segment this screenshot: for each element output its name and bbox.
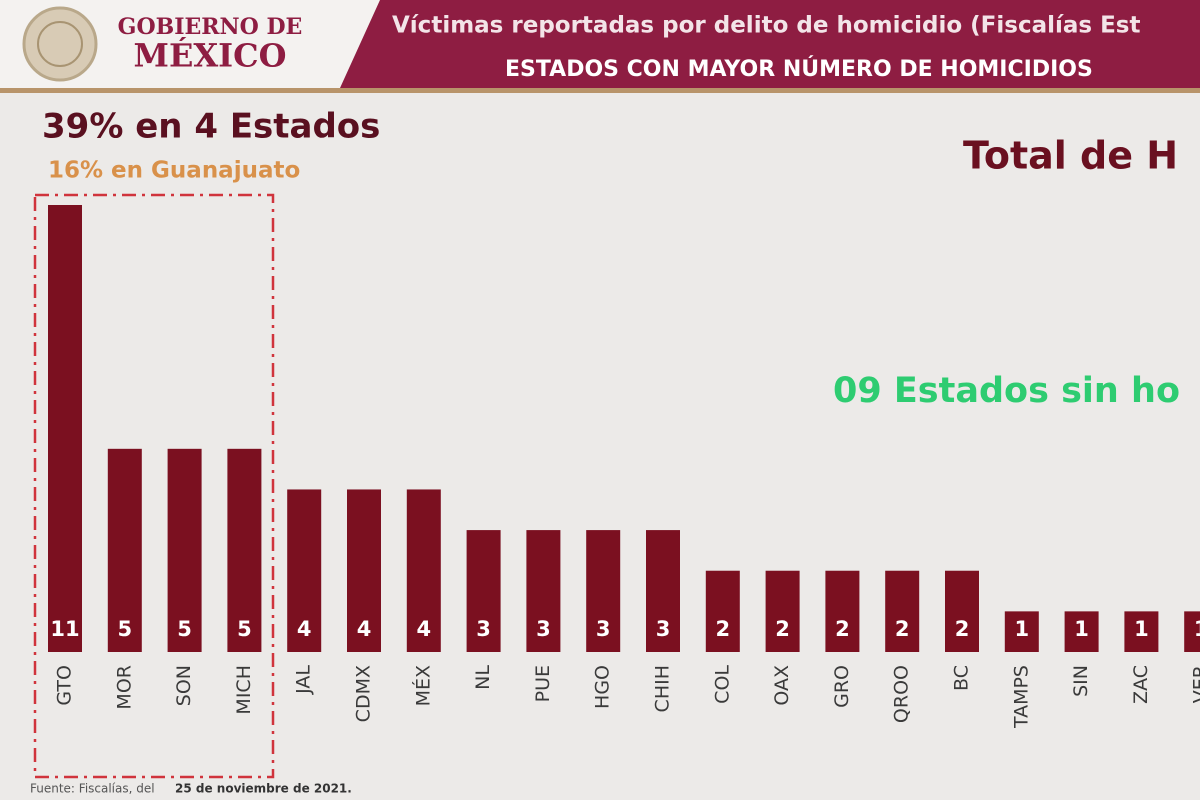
bar [765, 570, 800, 652]
x-tick-label: TAMPS [1010, 665, 1032, 729]
value-label: 5 [177, 617, 192, 641]
x-tick-label: BC [951, 665, 973, 691]
bar [1124, 611, 1159, 652]
annotation-total: Total de H [963, 134, 1178, 178]
value-label: 3 [596, 617, 611, 641]
logo-line2: MÉXICO [134, 37, 287, 75]
value-label: 3 [536, 617, 551, 641]
bar [526, 530, 561, 652]
x-tick-label: VER [1190, 665, 1200, 703]
bar [825, 570, 860, 652]
x-tick-label: HGO [592, 665, 614, 709]
bar [1004, 611, 1039, 652]
annotation-main: 39% en 4 Estados [42, 107, 380, 147]
x-tick-label: OAX [771, 665, 793, 706]
logo-seal [22, 6, 98, 82]
value-label: 1 [1014, 617, 1029, 641]
x-tick-label: SON [173, 665, 195, 706]
value-label: 1 [1194, 617, 1200, 641]
bar [705, 570, 740, 652]
value-label: 5 [237, 617, 252, 641]
value-label: 3 [476, 617, 491, 641]
value-label: 4 [357, 617, 372, 641]
header-rule [0, 88, 1200, 93]
x-tick-label: PUE [532, 665, 554, 702]
bar [1064, 611, 1099, 652]
x-tick-label: SIN [1070, 665, 1092, 697]
x-tick-label: CHIH [652, 665, 674, 712]
bar [48, 205, 82, 652]
value-label: 1 [1074, 617, 1089, 641]
header-subtitle: ESTADOS CON MAYOR NÚMERO DE HOMICIDIOS [505, 56, 1093, 82]
footer-source: Fuente: Fiscalías, del [30, 782, 155, 796]
bar [586, 530, 621, 652]
value-label: 3 [656, 617, 671, 641]
x-tick-label: QROO [891, 665, 913, 723]
highlight-box [33, 193, 275, 779]
x-tick-label: JAL [293, 665, 315, 695]
value-label: 4 [416, 617, 431, 641]
value-label: 4 [297, 617, 312, 641]
bar [347, 489, 381, 652]
value-label: 2 [895, 617, 910, 641]
x-tick-label: COL [711, 665, 733, 704]
value-label: 1 [1134, 617, 1149, 641]
header-title: Víctimas reportadas por delito de homici… [392, 13, 1140, 39]
bar [1184, 611, 1200, 652]
value-label: 5 [117, 617, 132, 641]
x-tick-label: GTO [54, 665, 76, 706]
header-band [340, 0, 1200, 88]
annotation-states: 09 Estados sin ho [833, 371, 1180, 411]
bar [646, 530, 680, 652]
bar [287, 489, 322, 652]
bar [227, 448, 262, 652]
value-label: 2 [775, 617, 790, 641]
bar [107, 448, 142, 652]
logo-inner [37, 21, 83, 67]
x-tick-label: NL [472, 665, 494, 690]
bar [466, 530, 501, 652]
x-tick-label: GRO [831, 665, 853, 708]
x-tick-label: MÉX [411, 665, 434, 706]
logo-line1: GOBIERNO DE [118, 14, 303, 40]
bar [167, 448, 202, 652]
x-tick-label: MOR [113, 665, 135, 710]
bar [406, 489, 441, 652]
x-tick-label: MICH [233, 665, 255, 715]
x-tick-label: CDMX [353, 665, 375, 722]
value-label: 2 [835, 617, 850, 641]
bar [885, 570, 920, 652]
value-label: 2 [955, 617, 970, 641]
x-tick-label: ZAC [1130, 665, 1152, 704]
footer-date: 25 de noviembre de 2021. [175, 782, 352, 796]
bar [945, 570, 979, 652]
annotation-sub: 16% en Guanajuato [48, 158, 300, 184]
value-label: 2 [715, 617, 730, 641]
value-label: 11 [50, 617, 79, 641]
